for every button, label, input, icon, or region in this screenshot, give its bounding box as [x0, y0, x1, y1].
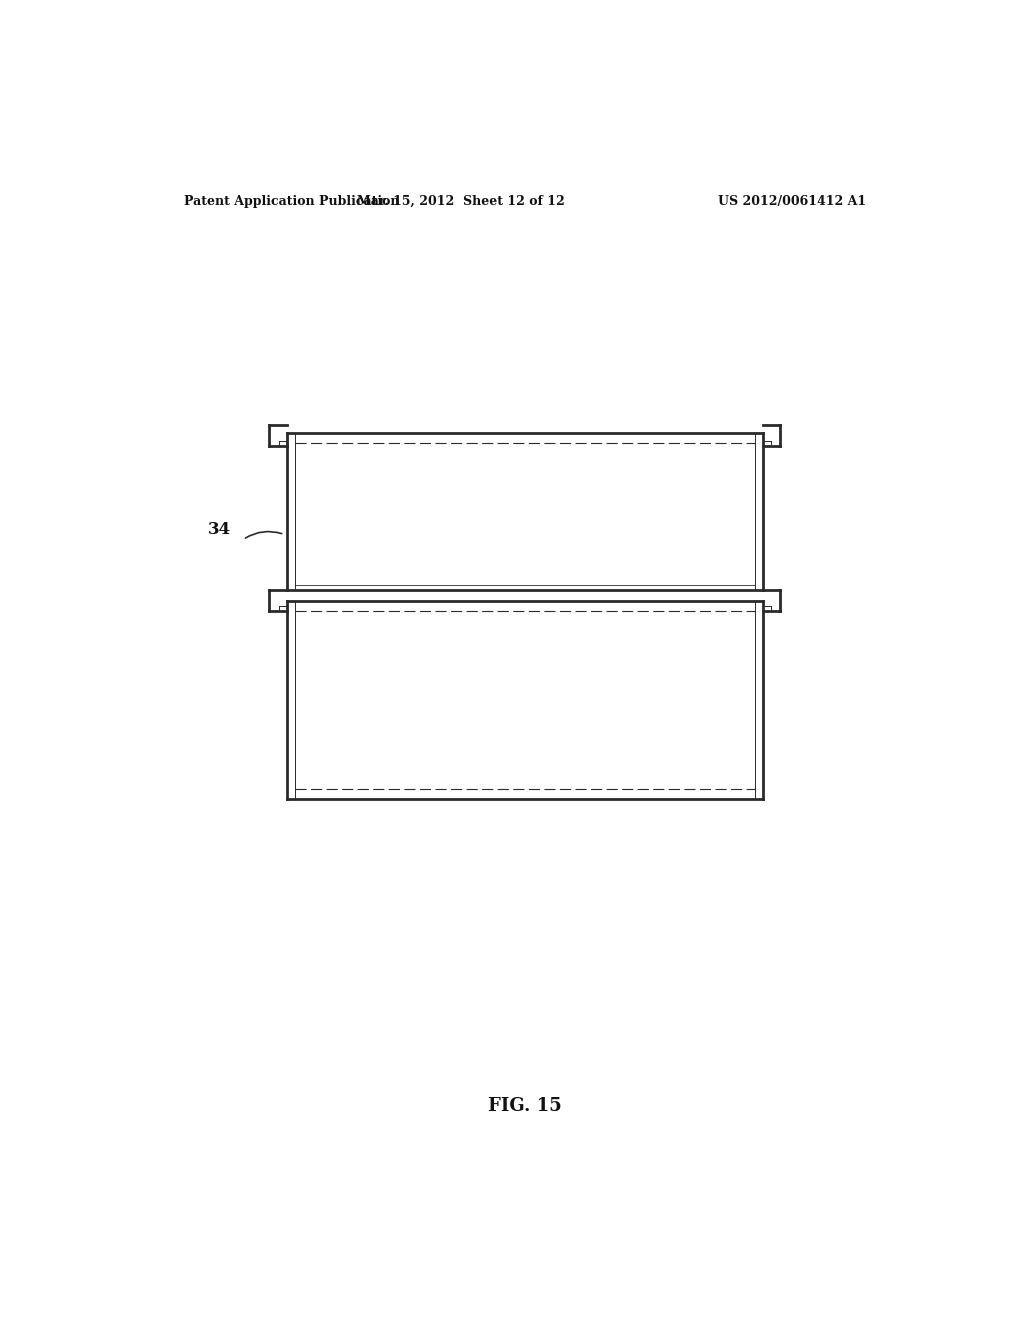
Text: 34: 34 — [208, 521, 230, 537]
Text: Patent Application Publication: Patent Application Publication — [183, 194, 399, 207]
Text: FIG. 15: FIG. 15 — [487, 1097, 562, 1114]
FancyArrowPatch shape — [246, 532, 282, 539]
Text: Mar. 15, 2012  Sheet 12 of 12: Mar. 15, 2012 Sheet 12 of 12 — [357, 194, 565, 207]
Text: US 2012/0061412 A1: US 2012/0061412 A1 — [718, 194, 866, 207]
